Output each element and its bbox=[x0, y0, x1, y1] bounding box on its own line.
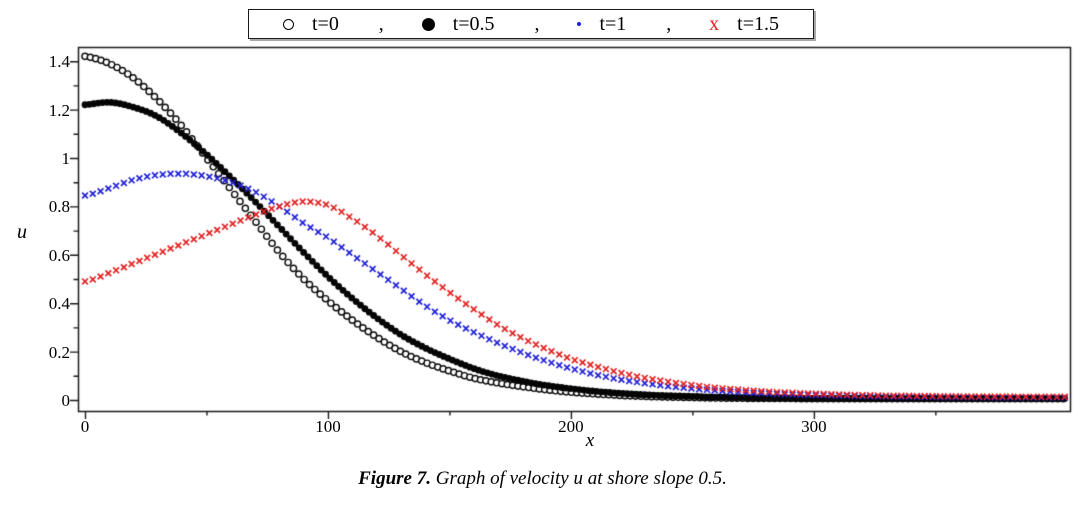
y-tick-label: 0.4 bbox=[48, 294, 70, 314]
y-tick-label: 0.8 bbox=[48, 197, 70, 217]
legend-item-t0: t=0 bbox=[283, 13, 339, 36]
legend-item-t1: t=1 bbox=[577, 13, 626, 36]
figure-caption-number: Figure 7. bbox=[358, 468, 431, 489]
x-axis-title: x bbox=[585, 430, 595, 451]
chart-legend: t=0, t=0.5, t=1, x t=1.5 bbox=[248, 9, 814, 39]
legend-label-t0_5: t=0.5 bbox=[452, 12, 495, 35]
legend-separator: , bbox=[666, 12, 672, 35]
y-tick-label: 1.2 bbox=[48, 100, 70, 120]
y-tick-label: 0.2 bbox=[48, 342, 70, 362]
legend-item-t1_5: x t=1.5 bbox=[709, 13, 779, 36]
filled-circle-marker-icon bbox=[421, 17, 435, 31]
x-tick-label: 0 bbox=[80, 417, 90, 436]
legend-separator: , bbox=[378, 12, 384, 35]
x-letter-marker-icon: x bbox=[709, 13, 720, 35]
x-tick-label: 100 bbox=[315, 417, 341, 436]
x-tick-label: 300 bbox=[801, 417, 827, 436]
figure-caption: Figure 7. Graph of velocity u at shore s… bbox=[0, 468, 1085, 490]
legend-label-t1_5: t=1.5 bbox=[737, 12, 779, 35]
legend-separator: , bbox=[534, 12, 540, 35]
x-tick-label: 200 bbox=[558, 417, 584, 436]
y-tick-label: 1 bbox=[61, 149, 71, 168]
legend-label-t0: t=0 bbox=[312, 12, 339, 35]
legend-label-t1: t=1 bbox=[599, 12, 627, 35]
dot-marker-icon bbox=[577, 22, 582, 26]
open-circle-marker-icon bbox=[283, 18, 294, 30]
y-tick-label: 1.4 bbox=[48, 52, 70, 72]
y-axis-title: u bbox=[17, 221, 27, 243]
legend-item-t0_5: t=0.5 bbox=[421, 12, 495, 36]
figure-caption-text: Graph of velocity u at shore slope 0.5. bbox=[430, 468, 727, 489]
plot-canvas bbox=[0, 0, 1085, 455]
y-tick-label: 0.6 bbox=[48, 245, 70, 265]
y-tick-label: 0 bbox=[61, 391, 71, 410]
